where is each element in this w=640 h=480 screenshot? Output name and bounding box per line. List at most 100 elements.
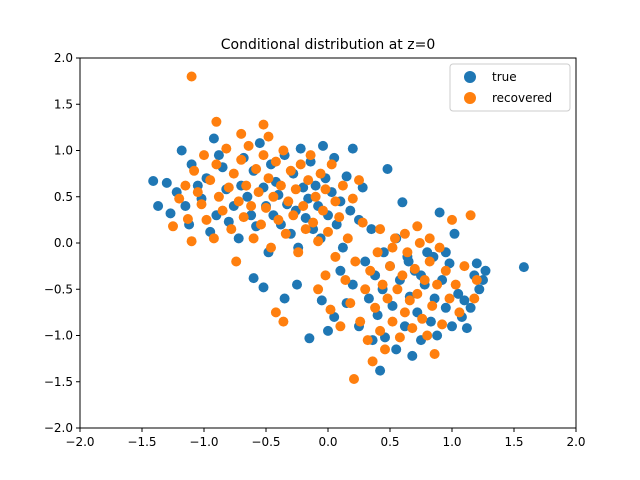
data-point-recovered — [417, 313, 428, 324]
data-point-recovered — [387, 316, 398, 327]
data-point-recovered — [450, 279, 461, 290]
x-tick-label: 0.0 — [318, 435, 337, 449]
data-point-true — [387, 300, 398, 311]
data-point-recovered — [174, 193, 185, 204]
x-tick-label: 1.5 — [504, 435, 523, 449]
data-point-recovered — [337, 180, 348, 191]
data-point-recovered — [375, 224, 386, 235]
data-point-true — [347, 143, 358, 154]
data-point-recovered — [372, 247, 383, 258]
data-point-recovered — [238, 212, 249, 223]
data-point-recovered — [459, 261, 470, 272]
data-point-recovered — [258, 150, 269, 161]
data-point-recovered — [318, 205, 328, 216]
data-point-true — [180, 201, 191, 211]
data-point-recovered — [370, 302, 381, 313]
data-point-recovered — [394, 332, 405, 343]
x-tick-label: 2.0 — [566, 435, 585, 449]
data-point-recovered — [243, 140, 254, 151]
data-point-recovered — [241, 180, 252, 191]
data-point-recovered — [437, 319, 448, 330]
data-point-recovered — [313, 284, 324, 295]
data-point-recovered — [310, 191, 321, 202]
data-point-recovered — [251, 164, 262, 174]
data-point-recovered — [412, 221, 423, 232]
data-point-true — [474, 284, 485, 295]
data-point-recovered — [412, 288, 423, 299]
data-point-recovered — [313, 236, 324, 247]
data-point-recovered — [290, 184, 301, 195]
data-point-recovered — [354, 175, 364, 186]
data-point-true — [459, 295, 470, 306]
data-point-recovered — [334, 212, 345, 223]
data-point-true — [148, 176, 159, 186]
data-point-recovered — [382, 293, 393, 304]
data-point-recovered — [335, 321, 346, 332]
data-point-true — [465, 302, 476, 313]
x-tick-label: −1.5 — [127, 435, 156, 449]
data-point-recovered — [380, 344, 390, 355]
data-point-recovered — [278, 316, 289, 327]
data-point-recovered — [357, 217, 368, 228]
data-point-true — [292, 279, 302, 290]
data-point-recovered — [303, 175, 314, 186]
data-point-recovered — [231, 256, 242, 267]
x-tick-label: −1.0 — [189, 435, 218, 449]
data-point-recovered — [434, 242, 445, 253]
data-point-recovered — [186, 71, 197, 82]
data-point-recovered — [377, 279, 388, 290]
data-point-recovered — [266, 242, 276, 253]
data-point-true — [329, 312, 340, 322]
data-point-recovered — [424, 256, 435, 267]
data-point-recovered — [345, 298, 356, 309]
data-point-recovered — [211, 159, 222, 170]
data-point-recovered — [182, 214, 193, 224]
data-point-recovered — [360, 284, 371, 295]
data-point-recovered — [330, 251, 341, 262]
data-point-recovered — [213, 191, 224, 202]
data-point-true — [323, 325, 333, 336]
data-point-true — [480, 265, 491, 276]
data-point-recovered — [342, 233, 353, 244]
data-point-true — [440, 302, 451, 313]
data-point-true — [366, 224, 377, 235]
data-point-recovered — [217, 205, 228, 216]
data-point-recovered — [283, 196, 294, 207]
data-point-recovered — [208, 233, 219, 244]
data-point-recovered — [471, 275, 482, 285]
y-tick-label: 1.0 — [54, 144, 73, 158]
data-point-true — [360, 256, 371, 267]
data-point-recovered — [268, 191, 279, 202]
data-point-recovered — [454, 307, 465, 318]
data-point-recovered — [402, 247, 413, 258]
data-point-recovered — [305, 150, 316, 161]
data-point-recovered — [397, 270, 408, 281]
data-point-recovered — [275, 180, 286, 191]
data-point-recovered — [340, 275, 351, 285]
y-tick-label: −2.0 — [44, 421, 73, 435]
data-point-recovered — [253, 187, 264, 198]
data-point-true — [233, 233, 244, 244]
data-point-true — [300, 213, 311, 223]
data-point-true — [345, 205, 356, 216]
data-point-recovered — [469, 293, 480, 304]
y-tick-label: −1.0 — [44, 329, 73, 343]
data-point-true — [461, 323, 472, 334]
data-point-true — [391, 344, 402, 355]
data-point-recovered — [440, 265, 451, 276]
data-point-true — [447, 321, 457, 332]
data-point-true — [434, 207, 445, 218]
data-point-true — [382, 164, 393, 174]
data-point-true — [295, 143, 306, 154]
chart-title: Conditional distribution at z=0 — [221, 37, 435, 53]
data-point-true — [337, 242, 348, 253]
legend-label-recovered: recovered — [492, 91, 552, 105]
data-point-recovered — [246, 201, 257, 211]
y-tick-label: 0.0 — [54, 236, 73, 250]
data-point-recovered — [180, 180, 191, 191]
data-point-recovered — [326, 159, 337, 170]
data-point-true — [310, 180, 321, 191]
data-point-recovered — [295, 159, 306, 170]
data-point-recovered — [261, 202, 271, 213]
data-point-true — [444, 258, 455, 269]
